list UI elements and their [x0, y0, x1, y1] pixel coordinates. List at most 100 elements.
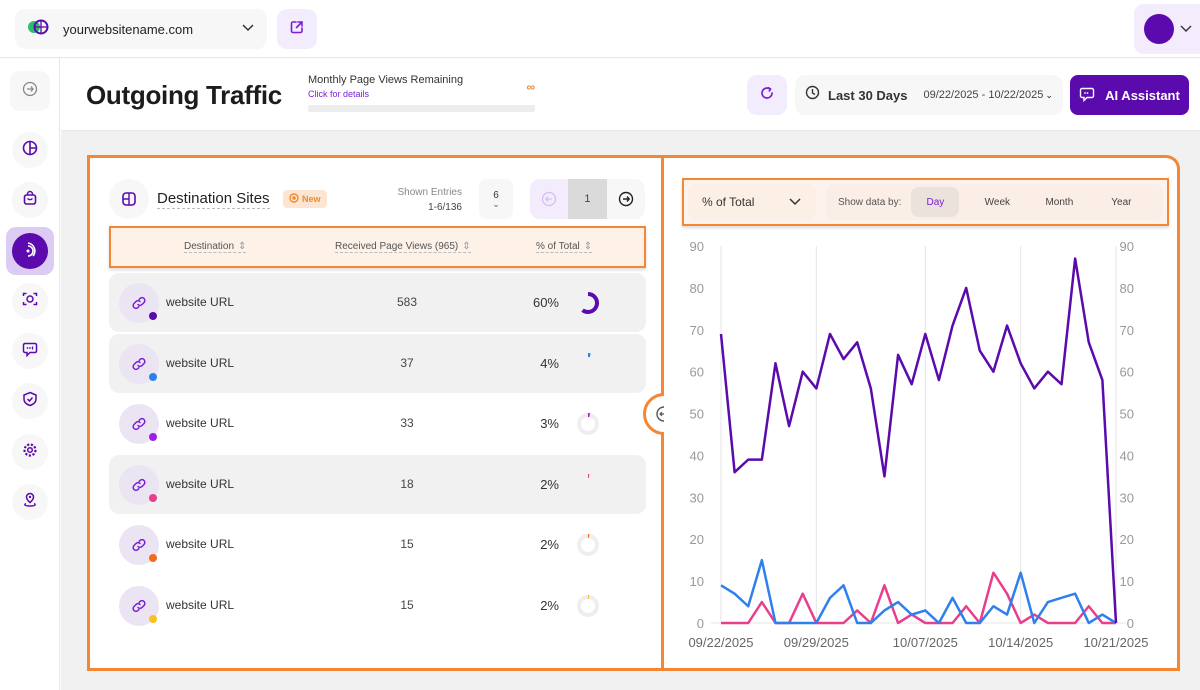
option-week[interactable]: Week [984, 196, 1011, 208]
table-row[interactable]: website URL 33 3% [109, 394, 646, 453]
sort-icon: ⇕ [462, 241, 471, 252]
x-tick-label: 09/22/2025 [688, 635, 753, 650]
quota-progress-bar [308, 105, 535, 112]
ai-assistant-label: AI Assistant [1105, 87, 1180, 103]
shield-check-icon [22, 391, 38, 412]
metric-select[interactable]: % of Total [688, 184, 816, 220]
destination-url[interactable]: website URL [166, 597, 235, 612]
date-range: 09/22/2025 - 10/22/2025 [923, 89, 1044, 101]
sidebar-item-dashboard[interactable] [12, 132, 48, 168]
next-page-button[interactable] [607, 179, 645, 219]
chart-panel: 09/22/2025 09/29/2025 10/07/2025 10/14/2025… [664, 155, 1180, 671]
y-tick-label-right: 50 [1120, 407, 1134, 422]
y-tick-label: 80 [690, 281, 704, 296]
chevron-down-icon: ⌄ [1045, 89, 1053, 100]
pagination: 1 [530, 179, 645, 219]
series-color-dot [149, 554, 157, 562]
column-destination[interactable]: Destination ⇕ [184, 241, 247, 253]
series-color-dot [149, 493, 157, 502]
chat-icon [1079, 86, 1095, 105]
destination-url[interactable]: website URL [166, 416, 235, 430]
y-tick-label: 90 [690, 239, 704, 254]
chevron-down-icon [241, 20, 255, 38]
y-tick-label-right: 90 [1120, 239, 1134, 254]
column-page-views[interactable]: Received Page Views (965) ⇕ [335, 241, 471, 253]
sidebar-item-ecommerce[interactable] [12, 182, 48, 218]
sort-icon: ⇕ [583, 241, 593, 252]
column-label: Destination [184, 241, 235, 252]
sidebar-item-security[interactable] [12, 383, 48, 419]
date-range-picker[interactable]: Last 30 Days 09/22/2025 - 10/22/2025 ⌄ [795, 75, 1063, 115]
table-row[interactable]: website URL 15 2% [109, 576, 646, 635]
y-tick-label: 20 [690, 532, 704, 547]
destination-icon [109, 179, 149, 219]
map-pin-icon [22, 492, 38, 513]
percent-ring [577, 292, 599, 314]
gear-icon [22, 442, 38, 463]
percent-total: 60% [532, 295, 559, 310]
destination-url[interactable]: website URL [166, 537, 235, 551]
percent-total: 4% [540, 355, 559, 371]
destination-url[interactable]: website URL [166, 355, 235, 370]
show-data-by: Show data by: Day Week Month Year [826, 184, 1163, 220]
option-day[interactable]: Day [911, 187, 960, 217]
chevron-down-icon [789, 198, 801, 206]
shown-entries-value: 1-6/136 [428, 202, 462, 213]
table-row[interactable]: website URL 15 2% [109, 515, 646, 574]
y-tick-label: 70 [690, 323, 704, 338]
percent-total: 2% [540, 597, 559, 613]
sidebar-item-settings[interactable] [12, 434, 48, 470]
y-tick-label-right: 20 [1120, 532, 1134, 547]
current-page[interactable]: 1 [568, 179, 607, 219]
option-year[interactable]: Year [1111, 196, 1132, 208]
option-month[interactable]: Month [1045, 196, 1074, 208]
quota-details-link[interactable]: Click for details [308, 89, 370, 99]
y-tick-label-right: 80 [1120, 281, 1134, 296]
quota-value: ∞ [526, 80, 535, 94]
series-color-dot [149, 372, 157, 381]
table-row[interactable]: website URL 18 2% [109, 454, 646, 514]
panel-title: Destination Sites [157, 190, 270, 209]
series-color-dot [149, 312, 157, 320]
sidebar-item-outgoing-traffic[interactable] [6, 227, 54, 275]
percent-total: 3% [540, 416, 559, 431]
shown-entries: Shown Entries 1-6/136 [390, 185, 462, 215]
page-title: Outgoing Traffic [86, 80, 282, 110]
page-header: Outgoing Traffic Monthly Page Views Rema… [61, 58, 1200, 131]
open-website-button[interactable] [277, 9, 317, 49]
quota-label: Monthly Page Views Remaining [308, 74, 464, 86]
previous-page-button[interactable] [530, 179, 569, 219]
series-line [719, 257, 1118, 624]
series-line [720, 558, 1117, 625]
destination-sites-panel: Destination Sites New Shown Entries 1-6/1… [87, 155, 664, 671]
table-row[interactable]: website URL 37 4% [109, 333, 646, 393]
column-percent-total[interactable]: % of Total ⇕ [536, 241, 593, 253]
chevron-down-icon [1180, 20, 1192, 38]
globe-icon [27, 19, 49, 40]
chevron-down-icon: ⌄ [492, 199, 500, 209]
percent-total: 2% [540, 537, 559, 552]
page-views: 15 [400, 597, 414, 612]
sidebar-item-heatmaps[interactable] [12, 283, 48, 319]
sidebar-collapse-button[interactable] [10, 71, 50, 111]
sidebar-item-location[interactable] [12, 484, 48, 520]
column-label: % of Total [536, 241, 580, 252]
line-chart: 09/22/2025 09/29/2025 10/07/2025 10/14/2025… [688, 239, 1148, 650]
refresh-button[interactable] [747, 75, 787, 115]
destination-url[interactable]: website URL [166, 476, 235, 491]
user-menu-button[interactable] [1134, 4, 1200, 54]
clock-icon [805, 85, 820, 105]
sidebar-item-chat[interactable] [12, 333, 48, 369]
pie-chart-icon [22, 140, 38, 161]
percent-ring [577, 413, 599, 435]
shopping-bag-icon [22, 190, 38, 211]
period-label: Last 30 Days [828, 87, 908, 103]
sidebar [0, 58, 60, 690]
table-row[interactable]: website URL 583 60% [109, 273, 646, 332]
entries-per-page-select[interactable]: 6 ⌄ [479, 179, 513, 219]
destination-url[interactable]: website URL [166, 295, 235, 309]
website-selector[interactable]: yourwebsitename.com [15, 9, 267, 49]
ai-assistant-button[interactable]: AI Assistant [1070, 75, 1189, 115]
page-views-quota: Monthly Page Views Remaining Click for d… [308, 74, 535, 112]
x-tick-label: 09/29/2025 [784, 635, 849, 650]
